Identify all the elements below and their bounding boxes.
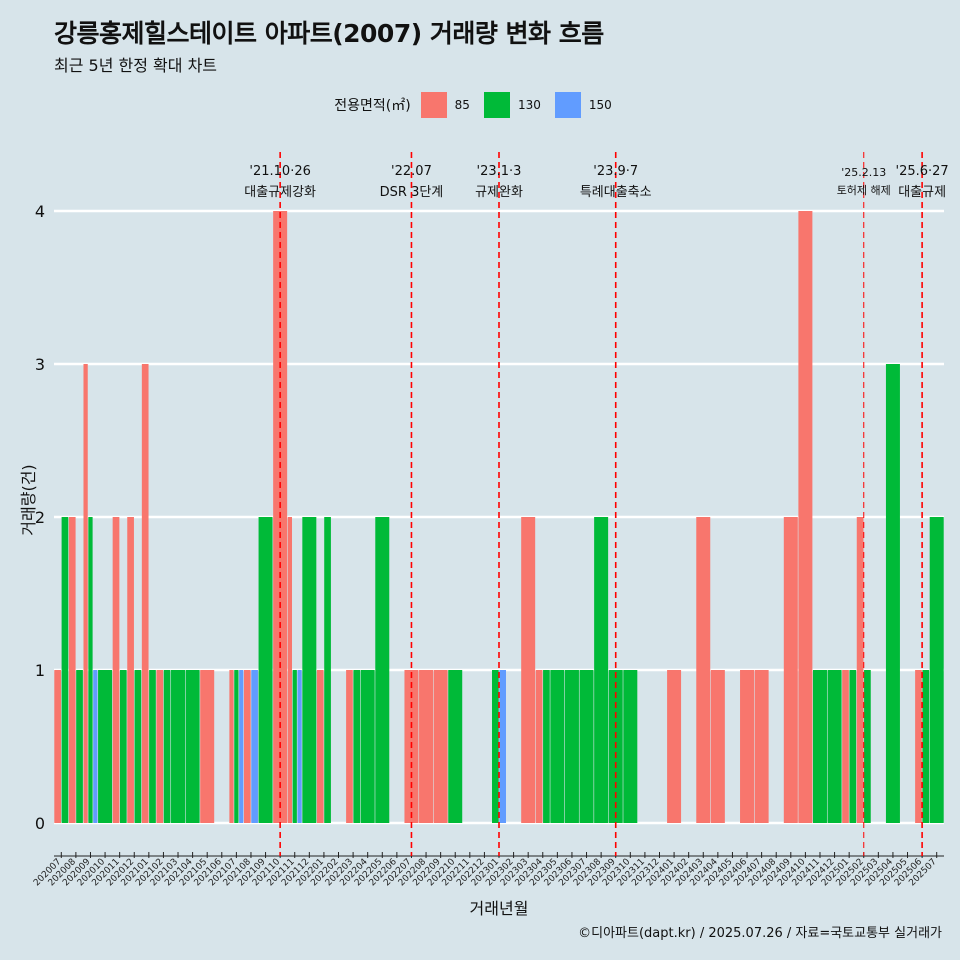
bar-130-202009 (88, 517, 93, 823)
event-date-label: '22.07 (391, 164, 432, 179)
bar-85-202506 (915, 670, 922, 823)
bar-85-202012 (127, 517, 134, 823)
bar-85-202409 (783, 517, 798, 823)
bar-85-202108 (243, 670, 251, 823)
bar-85-202007 (54, 670, 61, 823)
bar-85-202101 (141, 364, 149, 823)
legend-swatch-150 (554, 92, 581, 118)
event-date-label: '25.2.13 (841, 166, 886, 179)
bar-150-202107 (239, 670, 244, 823)
bar-130-202203 (353, 670, 361, 823)
bar-85-202105 (200, 670, 215, 823)
y-tick-label: 4 (35, 202, 45, 221)
legend-swatch-85 (420, 92, 447, 118)
bar-150-202108 (251, 670, 258, 823)
bar-130-202210 (448, 670, 463, 823)
event-name-label: 대출규제강화 (244, 185, 316, 200)
bar-130-202111 (292, 670, 297, 823)
bar-130-202504 (885, 364, 900, 823)
y-tick-label: 1 (35, 661, 45, 680)
bar-130-202507 (929, 517, 944, 823)
bar-130-202306 (564, 670, 579, 823)
event-date-label: '25.6·27 (896, 164, 949, 179)
bar-130-202008 (76, 670, 83, 823)
bar-85-202008 (68, 517, 76, 823)
event-name-label: 대출규제 (898, 185, 946, 200)
legend-label-85: 85 (454, 98, 470, 112)
bar-85-202201 (316, 670, 324, 823)
legend-title: 전용면적(㎡) (334, 98, 411, 114)
bar-85-202107 (229, 670, 234, 823)
bar-85-202407 (754, 670, 769, 823)
legend: 전용면적(㎡) 85 130 150 (0, 92, 960, 118)
bar-130-202307 (579, 670, 594, 823)
bar-85-202009 (83, 364, 88, 823)
legend-item-130: 130 (483, 92, 545, 118)
event-name-label: DSR 3단계 (380, 185, 444, 200)
event-date-label: '23.1·3 (477, 164, 522, 179)
legend-item-150: 150 (554, 92, 616, 118)
legend-swatch-130 (483, 92, 510, 118)
bar-85-202011 (112, 517, 120, 823)
bar-130-202112 (302, 517, 317, 823)
y-axis-title: 거래량(건) (19, 464, 38, 535)
bar-85-202203 (346, 670, 353, 823)
bar-130-202502 (864, 670, 871, 823)
bar-85-202410 (798, 211, 813, 823)
bar-130-202411 (812, 670, 827, 823)
bar-85-202401 (667, 670, 682, 823)
chart-subtitle: 최근 5년 한정 확대 차트 (54, 56, 218, 75)
bar-130-202305 (550, 670, 565, 823)
bar-85-202303 (521, 517, 536, 823)
legend-label-130: 130 (517, 98, 541, 112)
bar-85-202404 (710, 670, 725, 823)
bar-130-202101 (149, 670, 156, 823)
event-date-label: '23.9·7 (593, 164, 638, 179)
legend-label-150: 150 (588, 98, 612, 112)
bar-85-202403 (696, 517, 711, 823)
bar-130-202412 (827, 670, 842, 823)
bar-130-202308 (594, 517, 609, 823)
bar-130-202204 (360, 670, 375, 823)
bar-85-202406 (740, 670, 755, 823)
bar-130-202104 (185, 670, 200, 823)
bar-130-202201 (324, 517, 331, 823)
bar-130-202109 (258, 517, 273, 823)
event-name-label: 토허제 해제 (837, 183, 891, 197)
bar-130-202107 (234, 670, 239, 823)
legend-item-85: 85 (420, 92, 474, 118)
event-date-label: '21.10·26 (249, 164, 310, 179)
bar-85-202208 (419, 670, 434, 823)
event-name-label: 특례대출축소 (580, 185, 652, 200)
bar-130-202205 (375, 517, 390, 823)
bar-85-202102 (156, 670, 164, 823)
y-tick-label: 0 (35, 814, 45, 833)
bar-85-202209 (433, 670, 448, 823)
bar-130-202011 (119, 670, 127, 823)
bar-130-202012 (134, 670, 142, 823)
x-axis-title: 거래년월 (470, 899, 529, 918)
bar-130-202103 (171, 670, 186, 823)
bar-85-202111 (287, 517, 293, 823)
bar-150-202301 (499, 670, 506, 823)
bar-130-202501 (849, 670, 857, 823)
bar-130-202506 (922, 670, 930, 823)
bar-130-202007 (61, 517, 69, 823)
y-tick-label: 2 (35, 508, 45, 527)
chart-title: 강릉홍제힐스테이트 아파트(2007) 거래량 변화 흐름 (54, 19, 604, 48)
bar-130-202304 (543, 670, 550, 823)
bar-130-202301 (492, 670, 499, 823)
bar-130-202102 (163, 670, 171, 823)
bar-85-202501 (842, 670, 849, 823)
bar-150-202111 (297, 670, 302, 823)
chart-caption: ©디아파트(dapt.kr) / 2025.07.26 / 자료=국토교통부 실… (578, 926, 942, 941)
bar-150-202009 (93, 670, 98, 823)
y-tick-label: 3 (35, 355, 45, 374)
bar-130-202310 (623, 670, 638, 823)
event-name-label: 규제완화 (475, 185, 523, 200)
bar-85-202502 (856, 517, 864, 823)
bar-85-202304 (535, 670, 543, 823)
bar-130-202010 (98, 670, 113, 823)
